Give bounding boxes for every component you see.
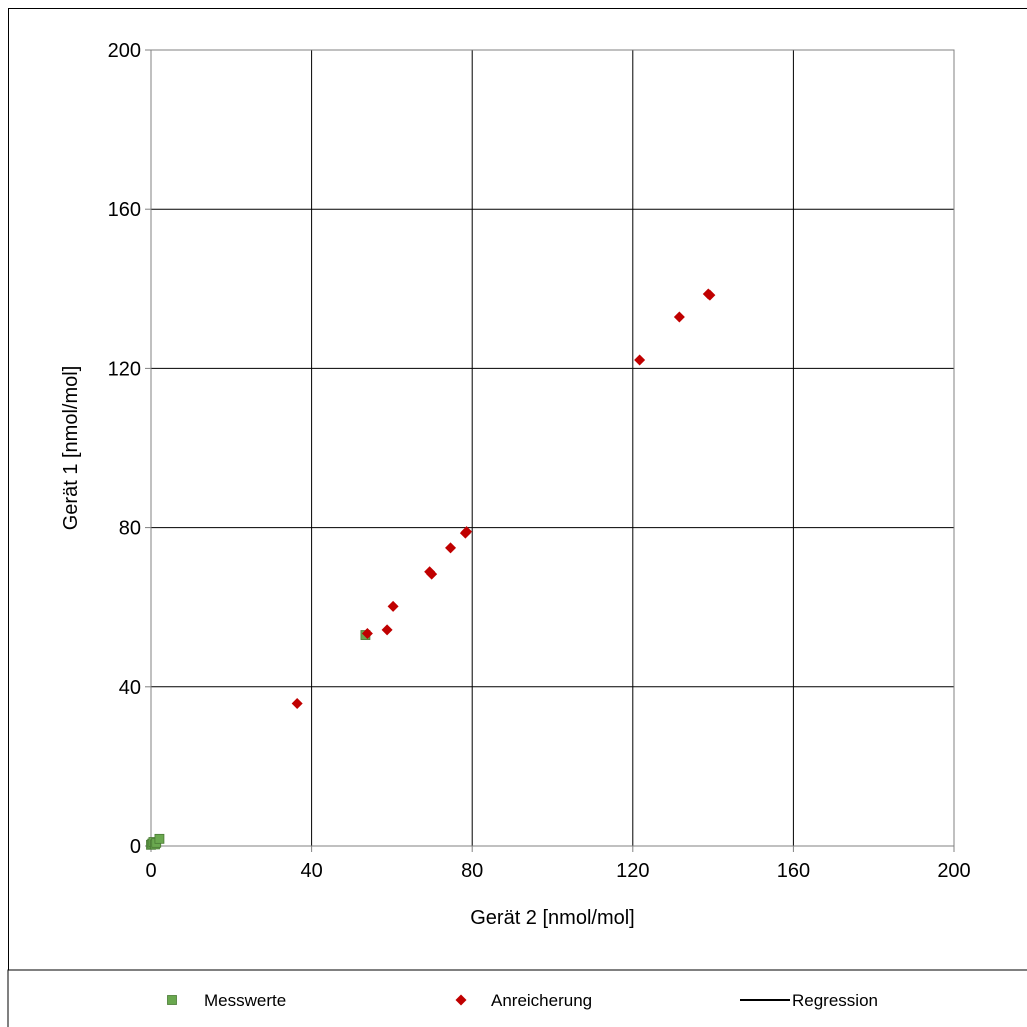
anreicherung-point <box>445 542 457 554</box>
chart-frame <box>8 8 1027 1027</box>
anreicherung-point <box>634 354 646 366</box>
anreicherung-point <box>461 526 473 538</box>
x-tick-label: 0 <box>145 860 156 882</box>
anreicherung-point <box>704 289 716 301</box>
y-tick-label: 200 <box>108 40 141 62</box>
legend-box <box>7 969 1027 1027</box>
anreicherung-point <box>381 624 393 636</box>
anreicherung-point <box>673 311 685 323</box>
anreicherung-legend-marker <box>455 994 467 1006</box>
x-tick-label: 40 <box>300 860 322 882</box>
grid-layer <box>145 49 955 852</box>
legend-label-messwerte: Messwerte <box>204 991 286 1010</box>
y-tick-label: 120 <box>108 358 141 380</box>
data-markers <box>146 288 716 850</box>
legend-label-anreicherung: Anreicherung <box>491 991 592 1010</box>
anreicherung-point <box>387 600 399 612</box>
anreicherung-point <box>361 627 373 639</box>
y-tick-label: 160 <box>108 199 141 221</box>
x-tick-label: 200 <box>937 860 970 882</box>
x-tick-label: 120 <box>616 860 649 882</box>
legend: Messwerte Anreicherung Regression <box>7 969 1027 1027</box>
x-tick-label: 80 <box>461 860 483 882</box>
legend-entries: Messwerte Anreicherung Regression <box>167 991 878 1010</box>
x-tick-label: 160 <box>777 860 810 882</box>
x-tick-labels: 0 40 80 120 160 200 <box>145 860 970 882</box>
anreicherung-point <box>426 568 438 580</box>
x-axis-title: Gerät 2 [nmol/mol] <box>470 907 635 929</box>
y-tick-label: 40 <box>119 677 141 699</box>
y-axis-title: Gerät 1 [nmol/mol] <box>60 366 82 531</box>
y-tick-label: 80 <box>119 518 141 540</box>
y-tick-label: 0 <box>130 836 141 858</box>
plot-border <box>150 49 955 847</box>
anreicherung-point <box>291 698 303 710</box>
legend-label-regression: Regression <box>792 991 878 1010</box>
messwerte-point <box>154 833 165 844</box>
messwerte-legend-marker <box>167 995 177 1005</box>
y-tick-labels: 0 40 80 120 160 200 <box>108 40 141 858</box>
